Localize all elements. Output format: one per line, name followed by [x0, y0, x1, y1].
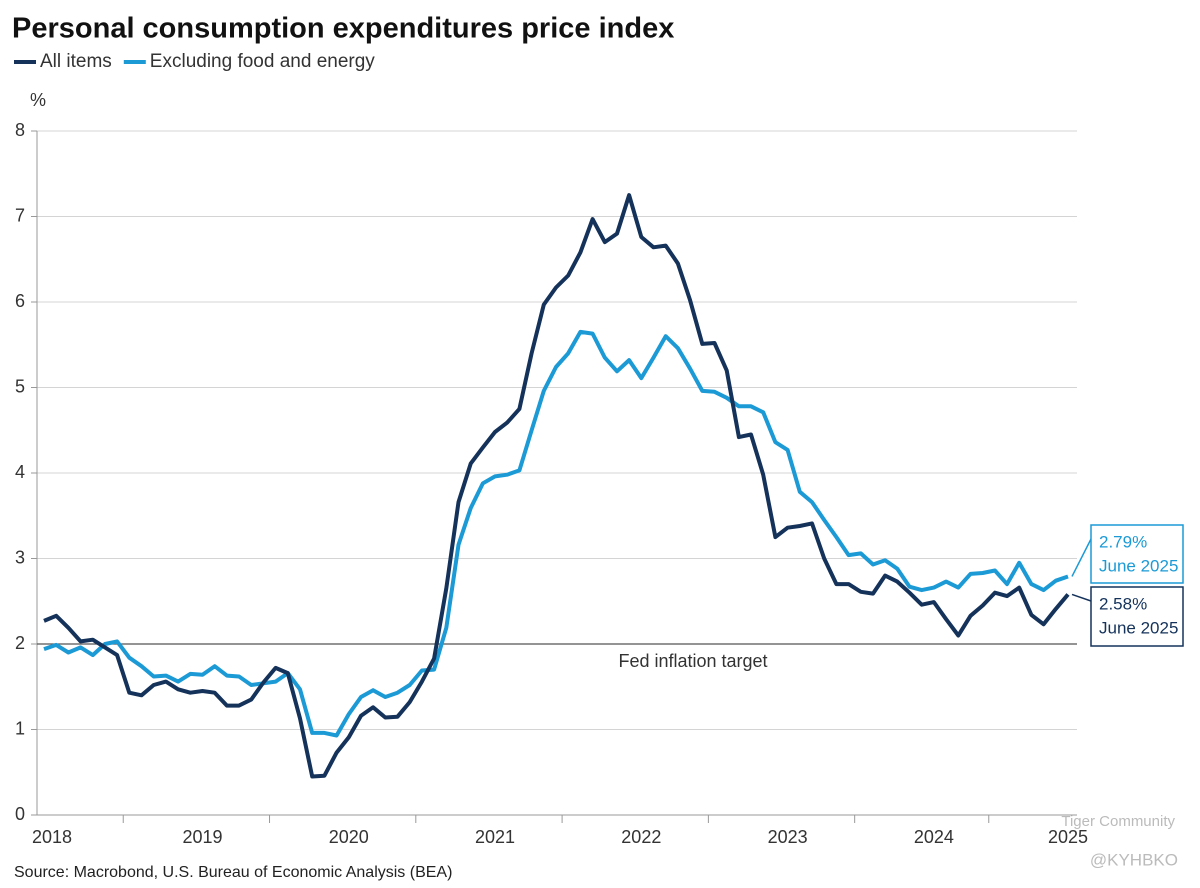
- y-tick-label: 0: [15, 804, 25, 824]
- callout-label: 2.79%: [1099, 532, 1147, 551]
- callout-label: 2.58%: [1099, 594, 1147, 613]
- x-tick-label: 2021: [475, 827, 515, 847]
- callout-box: [1090, 524, 1184, 584]
- x-tick-label: 2019: [182, 827, 222, 847]
- x-tick-label: 2020: [329, 827, 369, 847]
- series-line: [43, 329, 1069, 738]
- x-tick-label: 2022: [621, 827, 661, 847]
- x-tick-label: 2025: [1048, 827, 1088, 847]
- y-tick-label: 7: [15, 205, 25, 225]
- callout-box: [1090, 586, 1184, 647]
- y-tick-label: 2: [15, 633, 25, 653]
- callout-pointer: [1071, 593, 1092, 602]
- watermark: Tiger Community: [1061, 813, 1175, 830]
- legend-label: Excluding food and energy: [150, 51, 375, 72]
- callout-note: June 2025: [1099, 618, 1178, 637]
- source: Source: Macrobond, U.S. Bureau of Econom…: [14, 864, 452, 881]
- y-tick-label: 6: [15, 291, 25, 311]
- x-tick-label: 2023: [768, 827, 808, 847]
- x-tick-label: 2018: [32, 827, 72, 847]
- watermark: @KYHBKO: [1090, 850, 1178, 869]
- series-line: [43, 193, 1070, 779]
- chart-title: Personal consumption expenditures price …: [12, 13, 674, 45]
- y-tick-label: 4: [15, 462, 25, 482]
- y-tick-label: 3: [15, 547, 25, 567]
- callout-note: June 2025: [1099, 556, 1178, 575]
- legend-label: All items: [40, 51, 112, 72]
- target-label: Fed inflation target: [618, 651, 767, 671]
- callout-pointer: [1071, 538, 1092, 577]
- y-tick-label: 1: [15, 718, 25, 738]
- x-tick-label: 2024: [914, 827, 954, 847]
- y-axis-label: %: [30, 90, 46, 110]
- y-tick-label: 5: [15, 376, 25, 396]
- y-tick-label: 8: [15, 120, 25, 140]
